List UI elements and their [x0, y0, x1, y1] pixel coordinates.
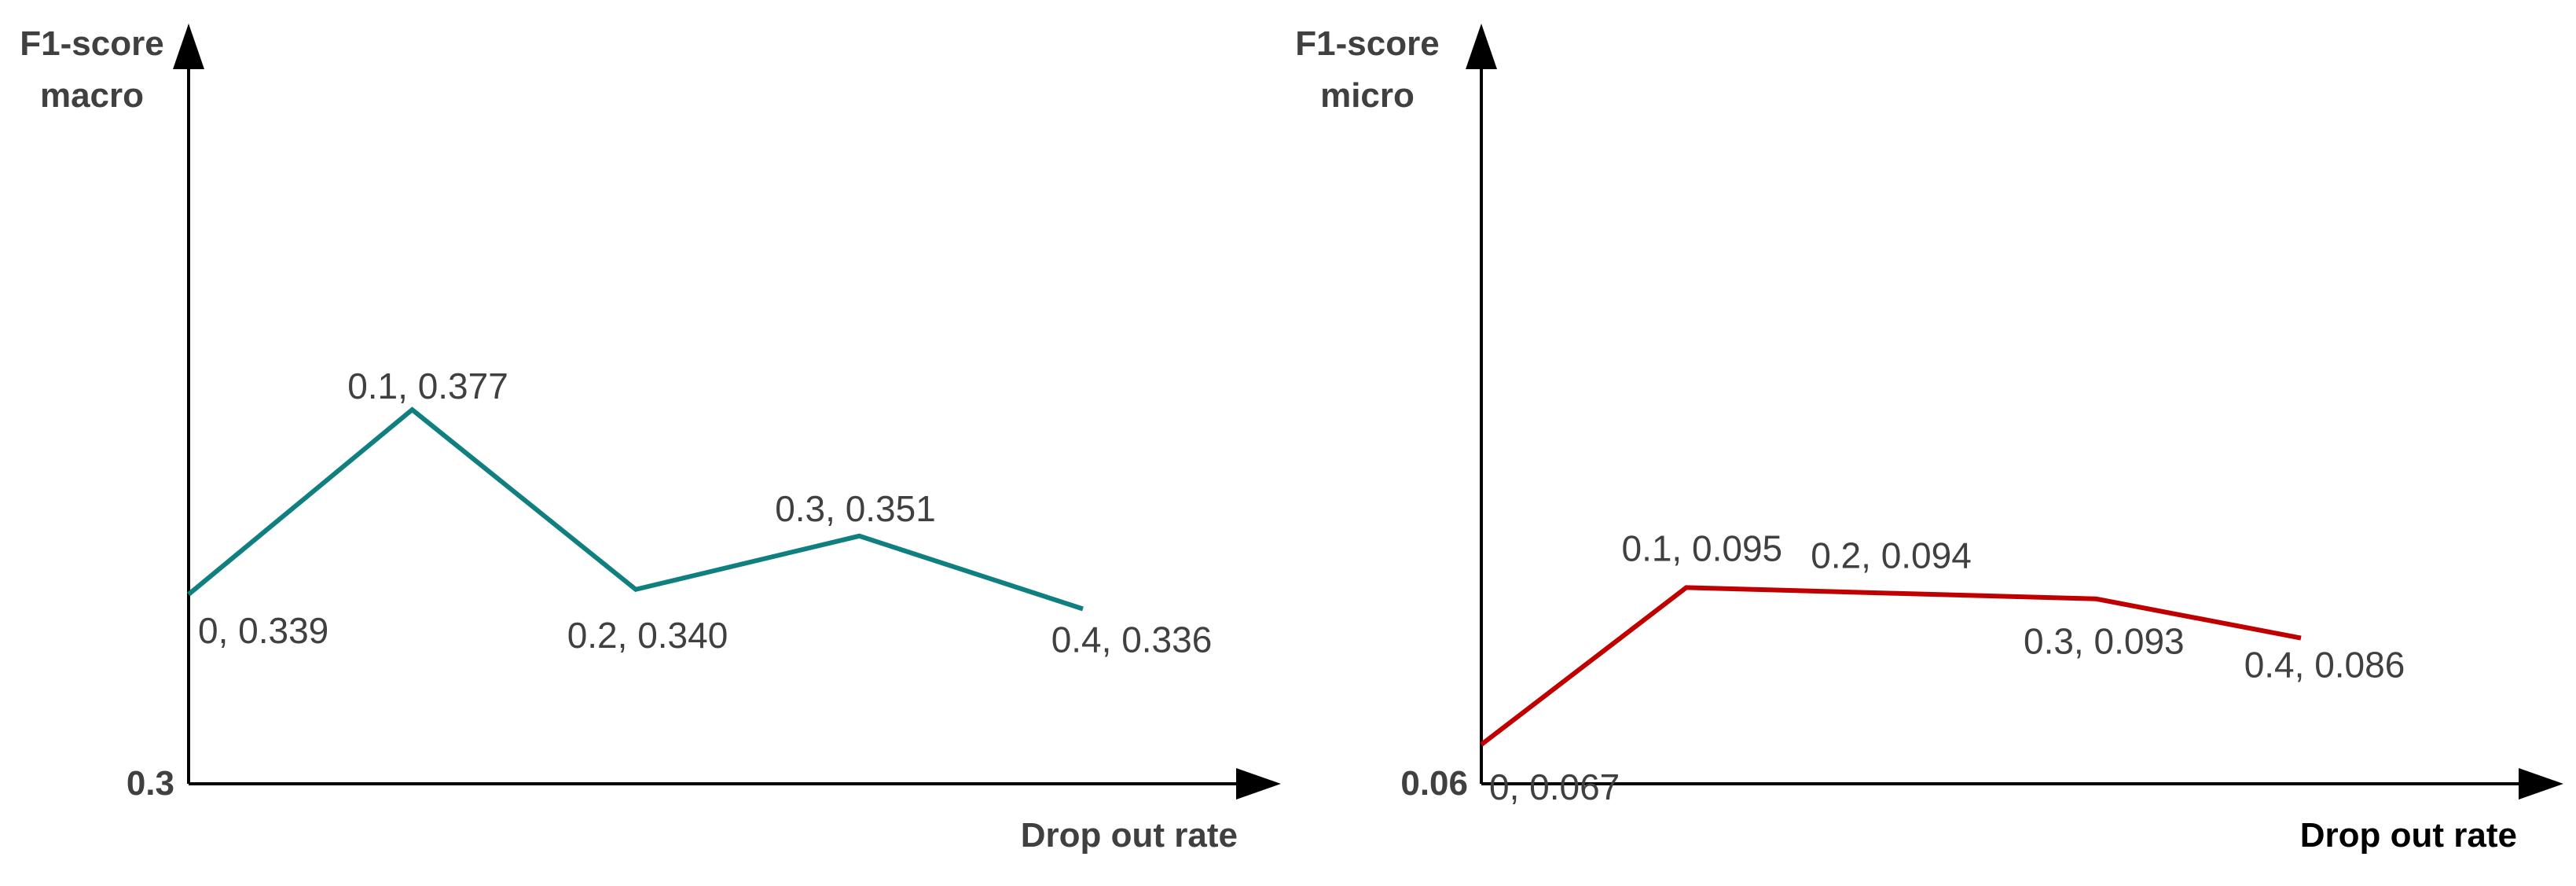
macro-x-axis-arrow	[1236, 768, 1281, 800]
macro-series-line	[187, 406, 1084, 612]
macro-y-base-label: 0.3	[127, 764, 174, 803]
macro-data-label-0: 0, 0.339	[198, 610, 328, 651]
micro-x-axis-arrow	[2519, 768, 2563, 800]
micro-series-line	[1480, 585, 2302, 747]
macro-data-label-3: 0.3, 0.351	[775, 488, 936, 529]
micro-y-axis-arrow	[1466, 24, 1497, 69]
macro-data-label-4: 0.4, 0.336	[1051, 619, 1213, 660]
micro-data-label-3: 0.3, 0.093	[2024, 621, 2185, 662]
macro-ylabel-line-2: macro	[40, 76, 144, 115]
micro-ylabel-line-2: micro	[1320, 76, 1415, 115]
micro-ylabel-line-1: F1-score	[1295, 24, 1439, 63]
macro-data-label-1: 0.1, 0.377	[347, 366, 508, 406]
macro-ylabel-line-1: F1-score	[20, 24, 163, 63]
micro-data-label-2: 0.2, 0.094	[1811, 535, 1972, 576]
micro-data-label-4: 0.4, 0.086	[2244, 645, 2405, 686]
chart-micro: F1-score micro 0.06 Drop out rate 0, 0.0…	[1295, 24, 2563, 855]
macro-y-axis-arrow	[173, 24, 204, 69]
macro-data-label-2: 0.2, 0.340	[567, 615, 728, 656]
chart-macro: F1-score macro 0.3 Drop out rate 0, 0.33…	[20, 24, 1281, 855]
macro-xlabel: Drop out rate	[1021, 816, 1238, 855]
micro-xlabel: Drop out rate	[2300, 816, 2517, 855]
micro-data-label-0: 0, 0.067	[1489, 767, 1620, 807]
micro-data-label-1: 0.1, 0.095	[1621, 528, 1782, 568]
micro-y-base-label: 0.06	[1400, 764, 1468, 803]
